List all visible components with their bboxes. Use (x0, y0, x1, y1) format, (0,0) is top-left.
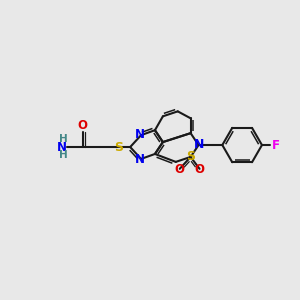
Text: N: N (194, 138, 205, 151)
Text: S: S (114, 140, 123, 154)
Text: N: N (135, 128, 145, 141)
Text: O: O (194, 163, 205, 176)
Text: N: N (135, 153, 145, 167)
Text: N: N (57, 140, 67, 154)
Text: H: H (59, 134, 68, 144)
Text: O: O (175, 163, 185, 176)
Text: S: S (186, 150, 195, 164)
Text: F: F (272, 139, 280, 152)
Text: H: H (59, 150, 68, 160)
Text: O: O (78, 119, 88, 132)
